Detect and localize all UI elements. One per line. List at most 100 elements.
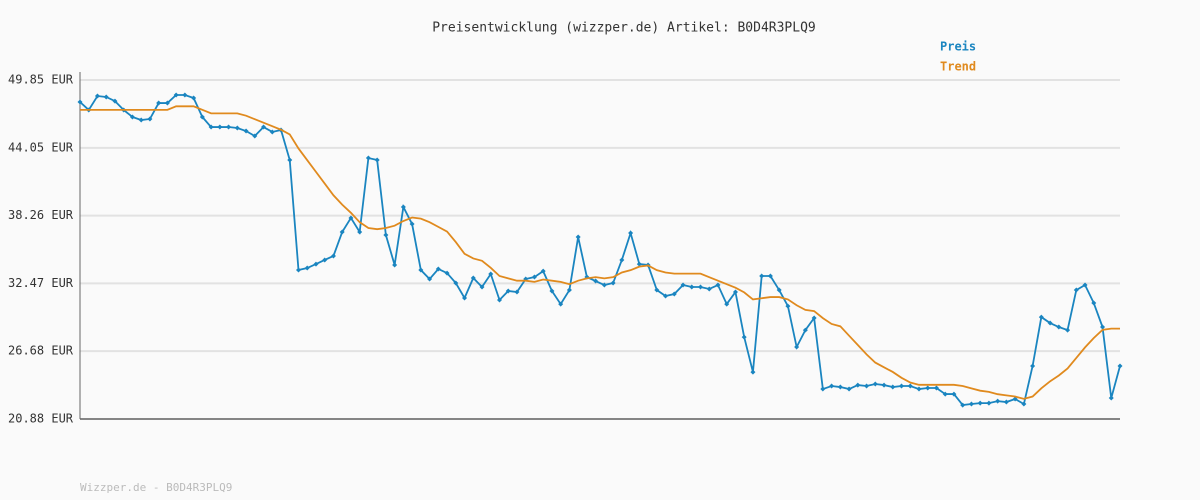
point [794,344,800,350]
point [226,124,232,130]
point [549,288,555,294]
point [759,273,765,279]
point [243,128,249,134]
point [706,286,712,292]
legend-label: Trend [940,60,976,74]
y-tick-label: 32.47 EUR [8,276,74,290]
point [829,383,835,389]
point [147,116,153,122]
point [400,204,406,210]
point [409,221,415,227]
point [636,261,642,267]
point [566,287,572,293]
y-tick-label: 44.05 EUR [8,140,74,154]
point [234,125,240,131]
point [435,266,441,272]
point [488,271,494,277]
point [357,229,363,235]
point [470,275,476,281]
chart-title: Preisentwicklung (wizzper.de) Artikel: B… [432,21,816,36]
y-tick-label: 26.68 EUR [8,344,74,358]
point [182,92,188,98]
point [1038,314,1044,320]
point [837,384,843,390]
point [295,267,301,273]
point [531,274,537,280]
point [252,133,258,139]
point [741,334,747,340]
point [1065,327,1071,333]
point [1082,282,1088,288]
point [628,230,634,236]
point [907,383,913,389]
point [968,401,974,407]
point [995,398,1001,404]
point [1056,324,1062,330]
point [418,267,424,273]
point [977,400,983,406]
point [322,257,328,263]
point [103,94,109,100]
point [1030,363,1036,369]
point [479,284,485,290]
point [304,265,310,271]
point [269,129,275,135]
point [864,383,870,389]
point [94,93,100,99]
point [1047,320,1053,326]
point [689,284,695,290]
point [872,381,878,387]
point [820,386,826,392]
point [496,297,502,303]
point [698,284,704,290]
point [129,114,135,120]
point [1003,399,1009,405]
point [680,282,686,288]
point [287,157,293,163]
point [514,289,520,295]
point [785,303,791,309]
point [942,391,948,397]
point [374,157,380,163]
point [138,117,144,123]
point [593,278,599,284]
footer: Wizzper.de - B0D4R3PLQ9 [80,481,232,494]
point [846,386,852,392]
point [217,124,223,130]
point [156,100,162,106]
point [453,280,459,286]
point [1108,395,1114,401]
point [1117,363,1123,369]
point [671,291,677,297]
point [776,287,782,293]
point [1021,401,1027,407]
y-tick-label: 49.85 EUR [8,73,74,87]
point [383,232,389,238]
point [619,257,625,263]
point [890,384,896,390]
point [199,114,205,120]
point [654,287,660,293]
point [173,92,179,98]
point [330,253,336,259]
point [339,229,345,235]
point [951,391,957,397]
point [1100,324,1106,330]
point [365,155,371,161]
point [1091,300,1097,306]
point [313,261,319,267]
point [881,382,887,388]
point [899,383,905,389]
legend-label: Preis [940,40,976,54]
point [505,288,511,294]
point [916,386,922,392]
point [575,234,581,240]
point [715,282,721,288]
point [767,273,773,279]
y-tick-label: 38.26 EUR [8,208,74,222]
point [191,95,197,101]
point [732,289,738,295]
